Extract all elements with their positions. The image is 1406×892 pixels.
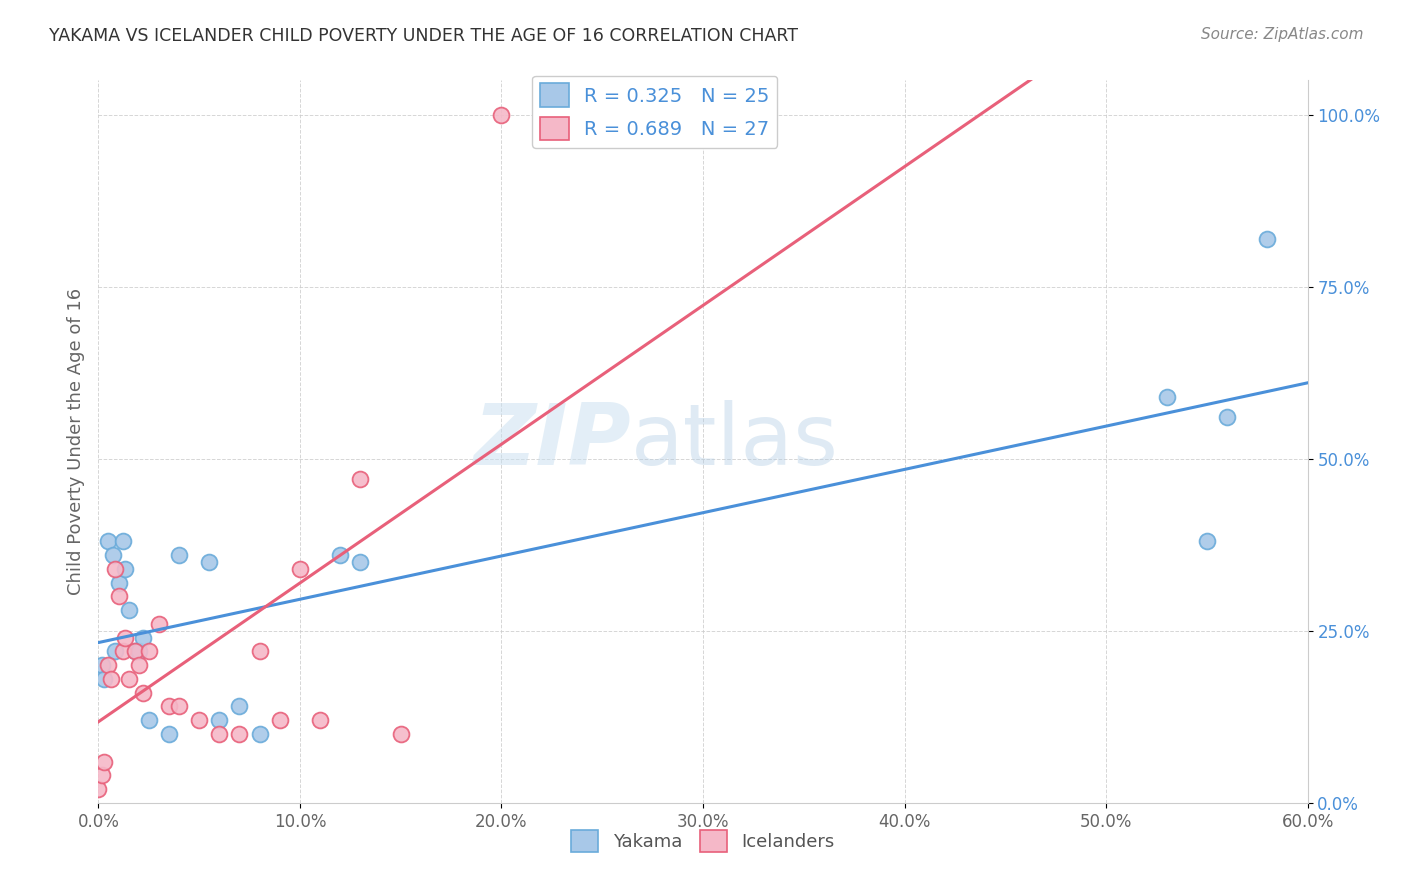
- Point: [138, 644, 160, 658]
- Point: [128, 658, 150, 673]
- Point: [118, 603, 141, 617]
- Point: [288, 562, 311, 576]
- Point: [208, 713, 231, 727]
- Legend: Yakama, Icelanders: Yakama, Icelanders: [564, 822, 842, 859]
- Point: [118, 672, 141, 686]
- Point: [111, 644, 134, 658]
- Point: [91, 658, 114, 673]
- Point: [93, 755, 115, 769]
- Point: [124, 644, 146, 658]
- Point: [349, 555, 371, 569]
- Point: [309, 713, 332, 727]
- Point: [138, 713, 160, 727]
- Point: [132, 686, 155, 700]
- Point: [389, 727, 412, 741]
- Point: [208, 727, 231, 741]
- Point: [103, 644, 125, 658]
- Point: [97, 658, 120, 673]
- Point: [228, 727, 250, 741]
- Point: [167, 699, 190, 714]
- Point: [1156, 390, 1178, 404]
- Point: [1216, 410, 1239, 425]
- Point: [188, 713, 211, 727]
- Point: [114, 562, 136, 576]
- Point: [228, 699, 250, 714]
- Point: [1256, 231, 1278, 245]
- Text: YAKAMA VS ICELANDER CHILD POVERTY UNDER THE AGE OF 16 CORRELATION CHART: YAKAMA VS ICELANDER CHILD POVERTY UNDER …: [49, 27, 799, 45]
- Point: [157, 727, 180, 741]
- Point: [93, 672, 115, 686]
- Point: [124, 644, 146, 658]
- Point: [97, 534, 120, 549]
- Point: [148, 616, 170, 631]
- Point: [91, 768, 114, 782]
- Point: [132, 631, 155, 645]
- Point: [107, 575, 129, 590]
- Y-axis label: Child Poverty Under the Age of 16: Child Poverty Under the Age of 16: [66, 288, 84, 595]
- Point: [1195, 534, 1218, 549]
- Point: [111, 534, 134, 549]
- Text: atlas: atlas: [630, 400, 838, 483]
- Point: [128, 644, 150, 658]
- Point: [114, 631, 136, 645]
- Point: [101, 548, 124, 562]
- Point: [107, 590, 129, 604]
- Point: [100, 672, 122, 686]
- Text: Source: ZipAtlas.com: Source: ZipAtlas.com: [1201, 27, 1364, 42]
- Point: [349, 472, 371, 486]
- Point: [103, 562, 125, 576]
- Point: [167, 548, 190, 562]
- Text: ZIP: ZIP: [472, 400, 630, 483]
- Point: [329, 548, 352, 562]
- Point: [198, 555, 221, 569]
- Point: [249, 644, 271, 658]
- Point: [249, 727, 271, 741]
- Point: [87, 782, 110, 797]
- Point: [491, 108, 513, 122]
- Point: [269, 713, 291, 727]
- Point: [157, 699, 180, 714]
